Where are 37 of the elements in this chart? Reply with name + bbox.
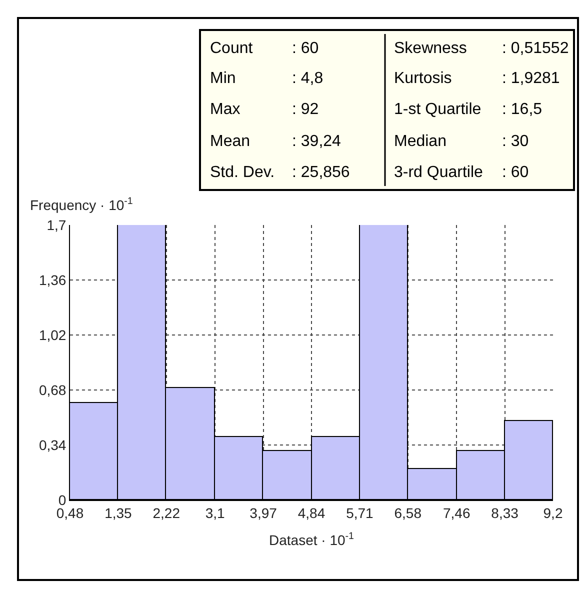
text: Mean [210, 133, 250, 150]
text: : 1,9281 [502, 70, 560, 87]
text: : 25,856 [292, 164, 350, 181]
x-tick-label: 9,2 [543, 504, 563, 521]
text: Kurtosis [394, 70, 452, 87]
y-tick-label: 1,36 [38, 272, 66, 288]
text: : 16,5 [502, 101, 542, 118]
x-tick-label: 8,33 [491, 504, 519, 521]
text: Count [210, 40, 254, 57]
text: : 60 [502, 164, 529, 181]
y-tick-label: 0,34 [38, 436, 66, 453]
text: Median [394, 133, 446, 150]
x-tick-label: 1,35 [104, 504, 132, 521]
text: Skewness [394, 40, 467, 57]
text: Max [210, 101, 240, 118]
text: : 4,8 [292, 70, 324, 87]
y-tick-label: 1,02 [38, 326, 66, 343]
text: 1-st Quartile [394, 101, 482, 118]
text: Std. Dev. [210, 164, 275, 181]
x-axis-title: Dataset · 10$^{-1}$ [269, 531, 354, 548]
text: : 60 [292, 40, 319, 57]
text: : 39,24 [292, 133, 342, 150]
x-tick-label: 3,97 [250, 504, 278, 521]
x-tick-label: 5,71 [346, 504, 374, 521]
text: : 0,51552 [502, 40, 569, 57]
y-axis-title: Frequency · 10$^{-1}$ [30, 196, 133, 213]
text: : 92 [292, 101, 319, 118]
text: 3-rd Quartile [394, 164, 484, 181]
x-tick-label: 4,84 [298, 504, 326, 521]
x-tick-label: 2,22 [152, 504, 180, 521]
y-tick-label: 1,7 [46, 216, 66, 233]
x-tick-label: 6,58 [394, 504, 422, 521]
y-tick-label: 0,68 [38, 382, 66, 398]
text: : 30 [502, 133, 529, 150]
text: Min [210, 70, 236, 87]
x-tick-label: 7,46 [442, 504, 470, 521]
x-tick-label: 3,1 [205, 504, 226, 521]
